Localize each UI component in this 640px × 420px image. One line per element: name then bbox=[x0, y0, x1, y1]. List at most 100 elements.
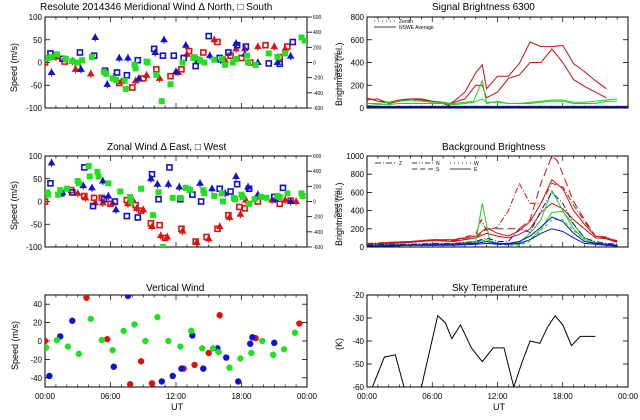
meridional-point-green bbox=[222, 61, 229, 68]
zonal-point-red bbox=[276, 200, 284, 208]
zonal-point-green bbox=[231, 196, 238, 203]
zonal-rtick-label: 400 bbox=[313, 169, 322, 175]
zonal-point-green bbox=[75, 180, 82, 187]
zonal-point-green bbox=[155, 189, 162, 196]
zonal-point-green bbox=[150, 212, 157, 219]
meridional-point-blue bbox=[265, 60, 273, 67]
vertical-point-blue bbox=[124, 295, 132, 300]
zonal-point-blue bbox=[164, 180, 173, 187]
meridional-rtick-label: 400 bbox=[313, 30, 322, 36]
vertical-point-green bbox=[177, 343, 184, 350]
meridional-point-red bbox=[167, 72, 174, 80]
meridional-ylabel-right: Speed (m/s) bbox=[334, 52, 340, 80]
meridional-point-red bbox=[253, 42, 262, 50]
vertical-ytick-label: 40 bbox=[33, 300, 42, 309]
zonal-point-green bbox=[299, 193, 306, 200]
zonal-point-green bbox=[187, 187, 194, 194]
vertical-point-green bbox=[64, 343, 72, 350]
zonal-point-green bbox=[251, 196, 258, 203]
meridional-rtick-label: 200 bbox=[313, 45, 322, 51]
meridional-point-green bbox=[45, 54, 52, 61]
vertical-point-red bbox=[296, 320, 303, 327]
vertical-point-green bbox=[188, 327, 195, 335]
meridional-point-red bbox=[262, 41, 269, 49]
signal-series-green-2 bbox=[367, 98, 618, 107]
meridional-point-green bbox=[229, 59, 236, 66]
vertical-point-green bbox=[199, 345, 206, 352]
meridional-point-green bbox=[121, 77, 128, 84]
signal-ytick-label: 400 bbox=[351, 59, 365, 68]
meridional-ytick-label: 50 bbox=[33, 36, 42, 45]
zonal-point-blue bbox=[245, 185, 253, 193]
background-ytick-label: 0 bbox=[360, 243, 365, 252]
background-series-blue-2 bbox=[367, 216, 618, 247]
zonal-point-green bbox=[263, 194, 270, 201]
zonal-point-blue bbox=[100, 195, 108, 203]
sky-xtick-label: 18:00 bbox=[553, 392, 574, 401]
zonal-point-green bbox=[218, 190, 225, 197]
background-ytick-label: 200 bbox=[351, 225, 365, 234]
zonal-point-red bbox=[139, 205, 148, 213]
sky-ytick-label: -20 bbox=[352, 291, 364, 300]
meridional-point-red bbox=[45, 59, 49, 66]
meridional-point-blue bbox=[115, 53, 124, 61]
zonal-point-red bbox=[163, 233, 172, 240]
vertical-point-blue bbox=[69, 317, 76, 324]
zonal-point-green bbox=[276, 193, 283, 200]
meridional-point-green bbox=[167, 81, 174, 88]
signal-data bbox=[367, 41, 628, 108]
meridional-rtick-label: -600 bbox=[313, 106, 323, 112]
meridional-point-green bbox=[48, 54, 55, 61]
vertical-point-blue bbox=[235, 378, 242, 385]
meridional-point-red bbox=[142, 71, 151, 78]
zonal-point-green bbox=[127, 193, 134, 200]
zonal-point-blue bbox=[175, 182, 184, 190]
background-series-red-solid-1 bbox=[367, 178, 618, 245]
vertical-point-green bbox=[280, 346, 288, 353]
meridional-ytick-label: 100 bbox=[29, 13, 43, 22]
meridional-point-green bbox=[69, 58, 76, 65]
meridional-rtick-label: -200 bbox=[313, 76, 323, 82]
meridional-point-blue bbox=[205, 32, 213, 40]
vertical-point-green bbox=[259, 337, 266, 345]
zonal-point-green bbox=[211, 193, 218, 200]
vertical-xtick-label: 06:00 bbox=[100, 392, 121, 401]
vertical-point-red bbox=[45, 337, 49, 345]
vertical-point-green bbox=[45, 344, 50, 351]
meridional-point-blue bbox=[170, 52, 178, 59]
vertical-data bbox=[45, 295, 303, 387]
meridional-point-green bbox=[88, 54, 95, 61]
background-series-blue-3 bbox=[367, 228, 618, 247]
zonal-point-green bbox=[159, 244, 166, 247]
zonal-point-blue bbox=[88, 183, 96, 191]
zonal-point-green bbox=[201, 190, 208, 197]
vertical-point-green bbox=[215, 348, 222, 356]
zonal-point-green bbox=[86, 173, 93, 180]
vertical-point-green bbox=[87, 315, 95, 323]
zonal-point-green bbox=[284, 190, 291, 197]
vertical-point-blue bbox=[271, 339, 278, 347]
vertical-point-red bbox=[104, 335, 111, 343]
zonal-rtick-label: 0 bbox=[313, 200, 316, 206]
zonal-rtick-label: 200 bbox=[313, 184, 322, 190]
sky-data bbox=[371, 314, 596, 387]
signal-ytick-label: 0 bbox=[360, 104, 365, 113]
meridional-point-green bbox=[265, 50, 272, 57]
zonal-point-blue bbox=[123, 212, 131, 220]
meridional-point-green bbox=[122, 85, 129, 92]
meridional-point-blue bbox=[103, 80, 112, 87]
zonal-point-blue bbox=[68, 189, 76, 196]
meridional-rtick-label: -400 bbox=[313, 91, 323, 97]
background-ytick-label: 600 bbox=[351, 188, 365, 197]
zonal-ylabel-right: Speed (m/s) bbox=[334, 190, 340, 218]
background-ytick-label: 400 bbox=[351, 207, 365, 216]
legend-zenith-label: Zenith bbox=[399, 19, 413, 25]
zonal-point-green bbox=[177, 194, 184, 201]
zonal-point-green bbox=[239, 193, 246, 200]
vertical-point-blue bbox=[200, 365, 207, 372]
sky-ytick-label: -60 bbox=[352, 383, 364, 392]
meridional-point-green bbox=[131, 61, 138, 68]
legend-z-label: Z bbox=[399, 161, 402, 167]
zonal-point-blue bbox=[111, 198, 119, 205]
vertical-point-blue bbox=[178, 365, 185, 372]
